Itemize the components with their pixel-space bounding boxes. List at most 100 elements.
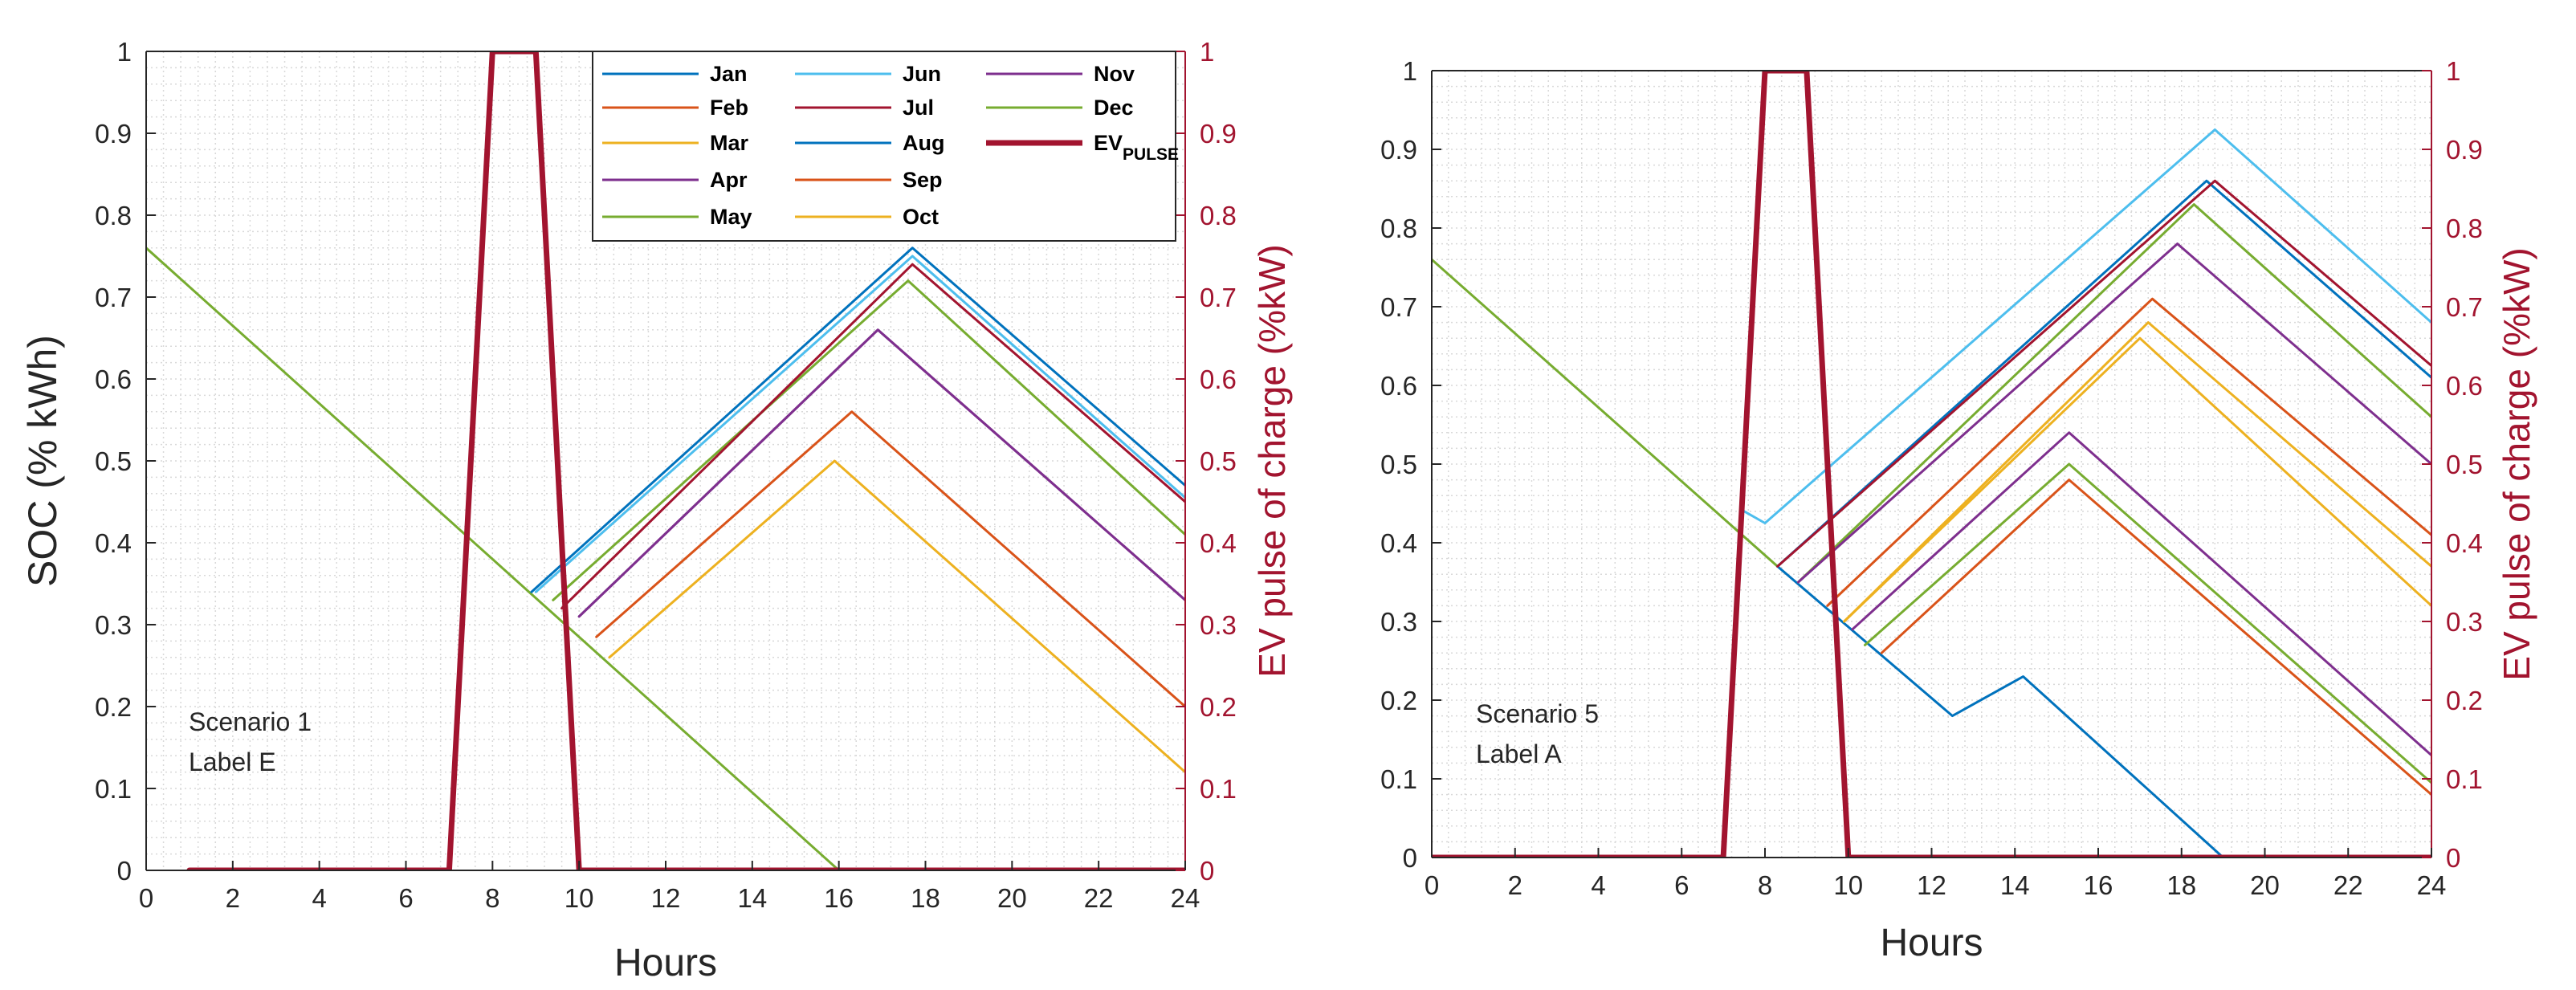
x-tick-label: 24 xyxy=(2417,870,2447,900)
x-tick-label: 10 xyxy=(1833,870,1863,900)
x-tick-label: 18 xyxy=(2166,870,2196,900)
y-right-tick-label: 0.5 xyxy=(1200,446,1237,476)
series-group xyxy=(1432,71,2431,858)
y-right-tick-label: 0 xyxy=(1200,856,1214,886)
x-tick-label: 6 xyxy=(1674,870,1689,900)
x-tick-label: 8 xyxy=(1758,870,1772,900)
legend-label: Oct xyxy=(903,205,939,229)
x-tick-label: 12 xyxy=(1917,870,1946,900)
y-right-tick-label: 0.5 xyxy=(2446,450,2483,479)
legend-label: Apr xyxy=(710,168,748,192)
y-tick-label: 0.7 xyxy=(95,283,132,312)
series-line-may xyxy=(1864,462,2431,784)
series-line-may xyxy=(1432,258,1779,568)
series-line-oct xyxy=(608,459,1185,774)
series-line-nov xyxy=(577,328,1185,618)
series-line-feb xyxy=(595,410,1185,708)
x-tick-label: 4 xyxy=(1591,870,1605,900)
series-line-feb xyxy=(1880,479,2431,796)
y-right-tick-label: 0.2 xyxy=(2446,686,2483,715)
series-line-sep xyxy=(1826,297,2431,607)
scenario-annotation: Scenario 5 xyxy=(1476,699,1599,728)
y-right-axis-label: EV pulse of charge (%kW) xyxy=(1251,244,1293,677)
y-tick-label: 0.2 xyxy=(1380,686,1417,715)
y-tick-label: 1 xyxy=(1403,56,1417,86)
y-right-tick-label: 0.3 xyxy=(1200,610,1237,640)
legend-label: Jan xyxy=(710,62,748,86)
y-right-tick-label: 0.8 xyxy=(2446,214,2483,243)
y-tick-label: 0.7 xyxy=(1380,292,1417,322)
series-line-jan xyxy=(530,246,1185,593)
x-tick-label: 20 xyxy=(2250,870,2280,900)
y-tick-label: 0.1 xyxy=(1380,764,1417,794)
y-tick-label: 0.6 xyxy=(95,365,132,394)
chart-panel-scenario-5: 0 2 4 6 8 10 12 14 16 18 20 22 2400.10.20.30.40.50.6… xyxy=(1380,56,2537,964)
x-tick-label: 14 xyxy=(737,883,767,913)
series-line-apr xyxy=(1851,431,2431,757)
y-tick-label: 0.8 xyxy=(95,201,132,230)
y-right-tick-label: 0.8 xyxy=(1200,201,1237,230)
y-tick-label: 0.4 xyxy=(95,528,132,558)
x-tick-label: 10 xyxy=(565,883,594,913)
x-tick-label: 22 xyxy=(2333,870,2363,900)
y-right-tick-label: 0.7 xyxy=(1200,283,1237,312)
legend-label: Aug xyxy=(903,131,944,155)
scenario-annotation: Label A xyxy=(1476,739,1562,768)
x-axis-label: Hours xyxy=(1880,922,1983,964)
y-right-tick-label: 0.4 xyxy=(2446,528,2483,558)
series-line-oct xyxy=(1843,321,2431,623)
y-tick-label: 0.8 xyxy=(1380,214,1417,243)
series-line-jan xyxy=(1776,564,2225,858)
y-right-tick-label: 1 xyxy=(1200,37,1214,67)
y-right-tick-label: 0.1 xyxy=(1200,774,1237,804)
y-right-tick-label: 0 xyxy=(2446,843,2460,873)
x-tick-label: 18 xyxy=(911,883,940,913)
series-line-jul xyxy=(560,263,1185,610)
x-tick-label: 22 xyxy=(1084,883,1114,913)
y-tick-label: 0.3 xyxy=(95,610,132,640)
x-tick-label: 16 xyxy=(824,883,854,913)
series-group xyxy=(146,51,1185,870)
series-line-nov xyxy=(1797,242,2431,584)
series-line-jun xyxy=(534,255,1185,593)
legend-label: Dec xyxy=(1094,96,1134,120)
y-right-tick-label: 0.9 xyxy=(1200,119,1237,149)
x-tick-label: 20 xyxy=(997,883,1027,913)
legend-label: Mar xyxy=(710,131,749,155)
x-tick-label: 6 xyxy=(398,883,413,913)
x-tick-label: 4 xyxy=(312,883,326,913)
y-axis-label: SOC (% kWh) xyxy=(20,335,65,587)
series-line-aug xyxy=(1776,179,2431,568)
y-right-tick-label: 0.1 xyxy=(2446,764,2483,794)
series-line-jun xyxy=(1742,128,2431,524)
y-right-tick-label: 0.6 xyxy=(2446,371,2483,401)
legend-label: Jun xyxy=(903,62,941,86)
legend-label: Jul xyxy=(903,96,934,120)
y-right-tick-label: 0.9 xyxy=(2446,135,2483,165)
series-line-dec xyxy=(1797,203,2431,584)
series-line-may xyxy=(146,246,841,870)
y-tick-label: 0.3 xyxy=(1380,607,1417,637)
chart-panel-scenario-1: 0 2 4 6 8 10 12 14 16 18 20 22 2400.10.20.30.40.50.6… xyxy=(20,37,1293,984)
legend-label: Sep xyxy=(903,168,943,192)
y-tick-label: 1 xyxy=(117,37,132,67)
y-right-tick-label: 0.6 xyxy=(1200,365,1237,394)
series-line-mar xyxy=(1843,336,2431,623)
x-tick-label: 16 xyxy=(2084,870,2113,900)
y-right-tick-label: 0.7 xyxy=(2446,292,2483,322)
y-right-tick-label: 0.2 xyxy=(1200,692,1237,722)
legend: Jan Feb Mar Apr May Jun Jul Aug Sep Oct Nov Dec EVPU… xyxy=(592,51,1179,242)
x-tick-label: 24 xyxy=(1171,883,1200,913)
y-tick-label: 0.6 xyxy=(1380,371,1417,401)
scenario-annotation: Label E xyxy=(189,748,276,776)
y-right-axis-label: EV pulse of charge (%kW) xyxy=(2496,247,2537,680)
y-tick-label: 0.5 xyxy=(95,446,132,476)
x-tick-label: 2 xyxy=(1508,870,1522,900)
scenario-annotation: Scenario 1 xyxy=(189,707,312,736)
y-tick-label: 0 xyxy=(117,856,132,886)
y-tick-label: 0.2 xyxy=(95,692,132,722)
x-axis-label: Hours xyxy=(614,942,717,984)
y-right-tick-label: 0.4 xyxy=(1200,528,1237,558)
x-tick-label: 0 xyxy=(1425,870,1439,900)
